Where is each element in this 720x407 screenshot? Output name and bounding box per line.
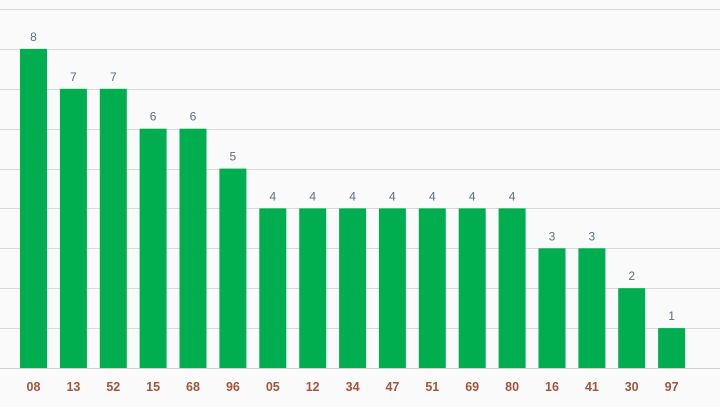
bar-08[interactable] [20, 48, 47, 369]
x-tick-label-52: 52 [106, 380, 120, 394]
bar-51[interactable] [418, 208, 446, 368]
value-label-68: 6 [190, 110, 197, 124]
x-tick-label-96: 96 [226, 380, 240, 394]
value-label-97: 1 [668, 309, 675, 323]
x-tick-label-12: 12 [306, 380, 320, 394]
bar-16[interactable] [538, 248, 566, 368]
bar-69[interactable] [458, 208, 486, 368]
bar-96[interactable] [219, 168, 247, 368]
x-tick-label-51: 51 [425, 380, 439, 394]
value-label-12: 4 [309, 189, 316, 203]
data-labels: 8 7 7 6 6 5 4 4 4 4 4 4 4 3 3 2 1 [30, 30, 675, 323]
x-tick-label-69: 69 [465, 380, 479, 394]
value-label-15: 6 [150, 110, 157, 124]
x-tick-label-15: 15 [146, 380, 160, 394]
x-tick-label-05: 05 [266, 380, 280, 394]
value-label-69: 4 [469, 189, 476, 203]
value-label-52: 7 [110, 70, 117, 84]
x-tick-label-97: 97 [665, 380, 679, 394]
x-axis-tick-labels: 08 13 52 15 68 96 05 12 34 47 51 69 80 16 41 30 97 [27, 380, 679, 394]
x-tick-label-13: 13 [66, 380, 80, 394]
value-label-47: 4 [389, 189, 396, 203]
value-label-30: 2 [628, 269, 635, 283]
bars [20, 48, 686, 369]
value-label-96: 5 [230, 150, 237, 164]
x-tick-label-41: 41 [585, 380, 599, 394]
bar-05[interactable] [259, 208, 287, 368]
bar-34[interactable] [339, 208, 367, 368]
value-label-13: 7 [70, 70, 77, 84]
x-tick-label-68: 68 [186, 380, 200, 394]
bar-97[interactable] [658, 328, 686, 368]
bar-52[interactable] [99, 88, 127, 369]
value-label-51: 4 [429, 189, 436, 203]
x-tick-label-30: 30 [625, 380, 639, 394]
value-label-08: 8 [30, 30, 37, 44]
bar-12[interactable] [299, 208, 327, 368]
bar-68[interactable] [179, 128, 207, 368]
bar-15[interactable] [139, 128, 167, 368]
value-label-16: 3 [549, 229, 556, 243]
x-tick-label-47: 47 [385, 380, 399, 394]
x-tick-label-16: 16 [545, 380, 559, 394]
x-tick-label-08: 08 [27, 380, 41, 394]
bar-80[interactable] [498, 208, 526, 368]
value-label-05: 4 [269, 189, 276, 203]
x-tick-label-80: 80 [505, 380, 519, 394]
x-tick-label-34: 34 [346, 380, 360, 394]
value-label-41: 3 [589, 229, 596, 243]
bar-47[interactable] [378, 208, 406, 368]
value-label-34: 4 [349, 189, 356, 203]
bar-30[interactable] [618, 288, 646, 368]
bar-13[interactable] [59, 88, 87, 369]
bar-41[interactable] [578, 248, 606, 368]
value-label-80: 4 [509, 189, 516, 203]
